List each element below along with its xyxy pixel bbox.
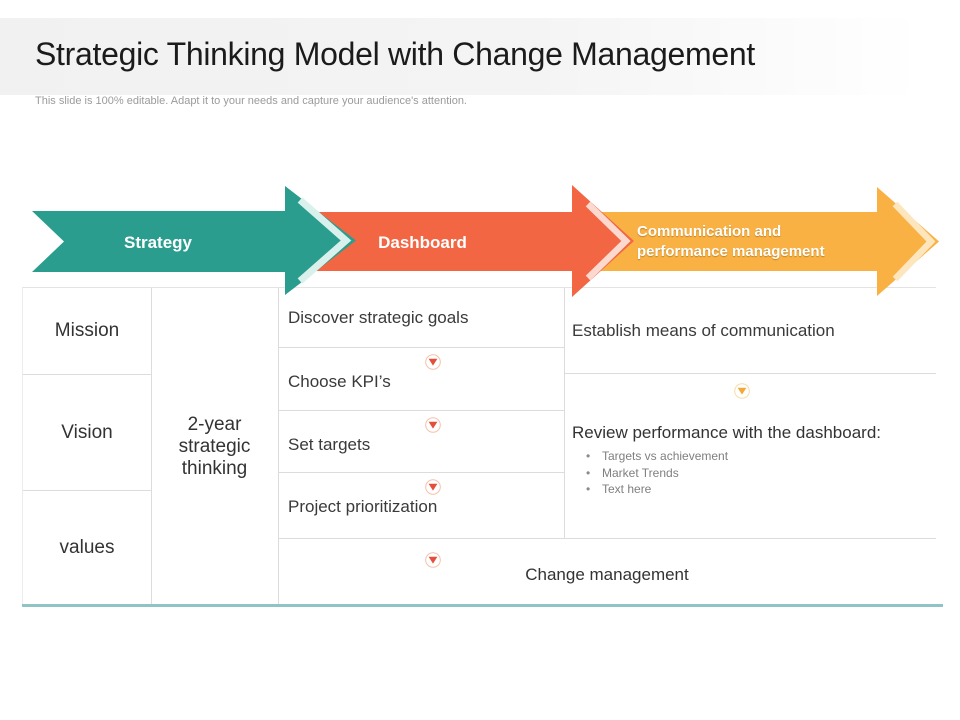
model-table: Mission Vision values 2-year strategic t… — [22, 287, 936, 605]
down-triangle-icon — [425, 417, 441, 433]
table-row: Establish means of communication — [564, 288, 936, 374]
table-row: Project prioritization — [278, 473, 564, 538]
dashboard-arrowhead-chevron — [585, 201, 631, 281]
table-row: Review performance with the dashboard: •… — [564, 374, 936, 538]
review-bullet-list: • Targets vs achievement • Market Trends •… — [564, 448, 936, 498]
strategic-thinking-label: 2-year strategic thinking — [178, 413, 251, 479]
down-triangle-icon — [425, 552, 441, 573]
dashboard-column: Discover strategic goals Choose KPI’s — [278, 288, 565, 538]
set-targets-label: Set targets — [288, 435, 371, 454]
title-band — [0, 18, 960, 95]
table-row: values — [23, 491, 151, 605]
discover-goals-label: Discover strategic goals — [288, 307, 469, 327]
strategic-thinking-cell: 2-year strategic thinking — [151, 288, 279, 605]
page-subtitle: This slide is 100% editable. Adapt it to… — [35, 95, 467, 107]
review-performance-label: Review performance with the dashboard: — [572, 423, 881, 442]
table-row: Discover strategic goals — [278, 288, 564, 348]
establish-communication-label: Establish means of communication — [572, 320, 835, 340]
project-prioritization-label: Project prioritization — [288, 497, 438, 516]
vision-label: Vision — [61, 421, 113, 443]
communication-banner-line2: performance management — [637, 243, 825, 260]
change-management-row: Change management — [278, 538, 936, 606]
values-label: values — [59, 537, 115, 558]
mission-label: Mission — [54, 320, 120, 341]
page-title: Strategic Thinking Model with Change Man… — [35, 36, 755, 72]
table-row: Vision — [23, 375, 151, 491]
down-triangle-icon — [425, 354, 441, 370]
communication-banner-label: Communication and performance management — [637, 222, 887, 262]
communication-banner-line1: Communication and — [637, 223, 782, 240]
list-item: • Text here — [586, 482, 652, 496]
dashboard-banner-label: Dashboard — [378, 233, 467, 252]
table-row: Mission — [23, 288, 151, 375]
communication-column: Establish means of communication Review … — [564, 288, 936, 538]
list-item: • Market Trends — [586, 465, 679, 480]
down-triangle-icon — [425, 479, 441, 495]
strategy-banner-label: Strategy — [123, 233, 193, 252]
choose-kpis-label: Choose KPI’s — [288, 372, 391, 391]
strategy-column: Mission Vision values — [23, 288, 152, 605]
list-item: • Targets vs achievement — [586, 449, 729, 463]
table-row: Choose KPI’s — [278, 348, 564, 411]
table-row: Set targets — [278, 411, 564, 473]
down-triangle-icon — [734, 383, 750, 399]
change-management-label: Change management — [525, 565, 689, 584]
bottom-divider-line — [22, 604, 943, 607]
communication-arrowhead-chevron — [892, 201, 936, 282]
